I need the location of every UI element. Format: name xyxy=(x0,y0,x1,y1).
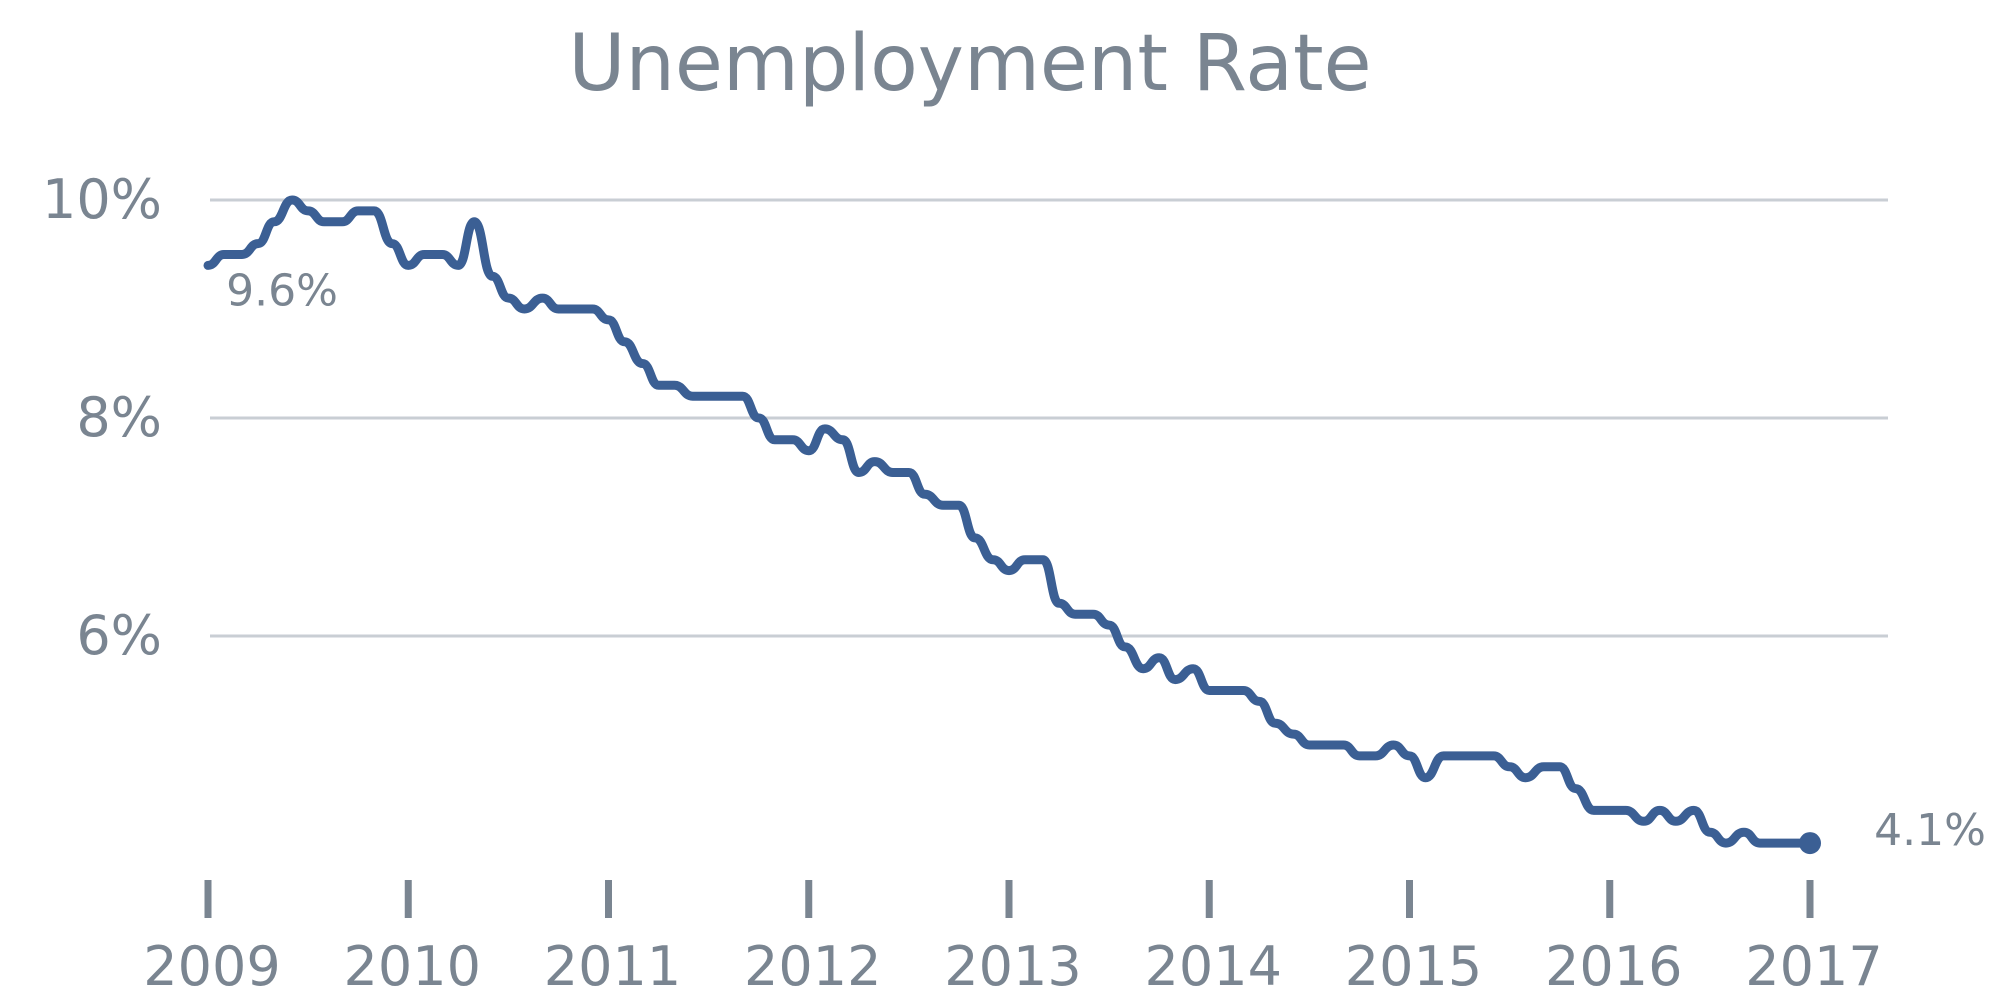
series-layer xyxy=(203,195,1821,855)
chart-title: Unemployment Rate xyxy=(568,19,1371,109)
series-line xyxy=(203,195,1815,848)
y-axis-ticks: 10% 8% 6% xyxy=(42,168,162,667)
value-annotation: 9.6% xyxy=(226,266,338,317)
x-tick-label: 2013 xyxy=(944,935,1081,998)
x-tick-label: 2009 xyxy=(143,935,280,998)
y-tick-label: 6% xyxy=(76,604,162,667)
y-tick-label: 8% xyxy=(76,386,162,449)
x-axis-ticks: 2009 2010 2011 2012 2013 2014 2015 2016 2017 xyxy=(143,880,1883,998)
x-tick-label: 2011 xyxy=(544,935,681,998)
series-endpoint xyxy=(1799,832,1821,855)
x-tick-label: 2014 xyxy=(1145,935,1282,998)
x-tick-label: 2015 xyxy=(1345,935,1482,998)
x-tick-label: 2012 xyxy=(744,935,881,998)
y-tick-label: 10% xyxy=(42,168,162,231)
gridlines xyxy=(210,198,1888,638)
x-tick-label: 2010 xyxy=(344,935,481,998)
x-tick-label: 2017 xyxy=(1745,935,1882,998)
x-tick-label: 2016 xyxy=(1545,935,1682,998)
annotations: 9.6% 4.1% xyxy=(226,266,1986,856)
value-annotation: 4.1% xyxy=(1874,805,1986,856)
